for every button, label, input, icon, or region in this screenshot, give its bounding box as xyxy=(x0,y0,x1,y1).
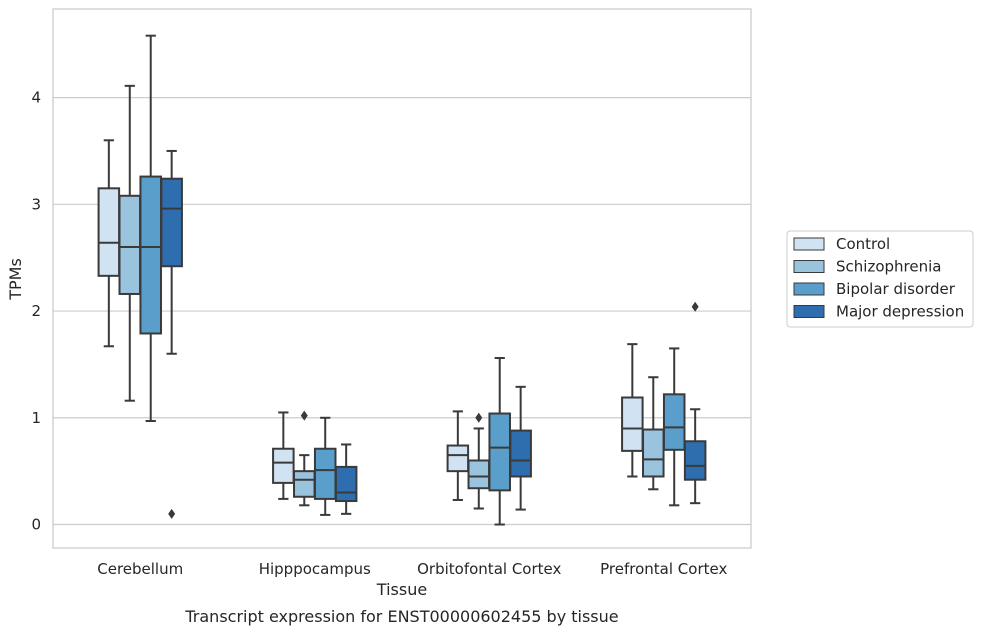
box xyxy=(467,459,491,490)
y-tick-label: 4 xyxy=(31,89,41,107)
legend-label: Control xyxy=(836,235,890,253)
box xyxy=(446,444,470,473)
box xyxy=(662,393,686,451)
y-tick-labels: 0 1 2 3 4 xyxy=(31,89,41,534)
legend-entry: Control xyxy=(793,235,890,253)
outlier-point xyxy=(691,301,699,312)
box xyxy=(621,396,644,452)
x-tick-label: Prefrontal Cortex xyxy=(600,560,727,578)
box xyxy=(97,187,121,277)
box-plot xyxy=(509,385,532,511)
box-series xyxy=(97,34,707,526)
y-tick-label: 3 xyxy=(31,195,41,213)
box xyxy=(160,177,183,268)
y-axis-label: TPMs xyxy=(6,258,25,301)
box-plot xyxy=(642,376,665,491)
legend-frame xyxy=(786,230,974,328)
legend-label: Schizophrenia xyxy=(836,258,941,276)
box xyxy=(139,175,162,335)
legend-swatch xyxy=(793,237,825,251)
legend-label: Major depression xyxy=(836,303,964,321)
legend-entry: Major depression xyxy=(793,303,964,321)
legend-swatch xyxy=(793,282,825,296)
box-plot xyxy=(662,347,686,507)
box xyxy=(334,465,358,503)
chart-caption: Transcript expression for ENST0000060245… xyxy=(184,607,618,626)
legend-swatch xyxy=(793,305,825,318)
box xyxy=(509,429,532,478)
box xyxy=(488,412,511,492)
plot-frame xyxy=(52,8,752,549)
box xyxy=(642,428,665,478)
x-tick-label: Cerebellum xyxy=(97,560,183,578)
box xyxy=(313,447,337,500)
outlier-point xyxy=(300,410,308,421)
box-plot xyxy=(272,411,295,500)
box xyxy=(293,470,316,498)
box-plot xyxy=(446,410,470,501)
y-tick-label: 0 xyxy=(31,516,41,534)
legend: Control Schizophrenia Bipolar disorder Majo… xyxy=(786,230,974,328)
y-tick-label: 2 xyxy=(31,302,41,320)
y-tick-label: 1 xyxy=(31,409,41,427)
box-plot xyxy=(683,301,707,505)
legend-label: Bipolar disorder xyxy=(836,280,956,298)
legend-swatch xyxy=(793,260,825,273)
legend-entry: Schizophrenia xyxy=(793,258,941,276)
box xyxy=(272,447,295,484)
box xyxy=(683,440,707,481)
box-plot xyxy=(334,443,358,515)
box-plot xyxy=(467,412,491,510)
x-axis-label: Tissue xyxy=(376,580,427,599)
outlier-point xyxy=(475,412,483,423)
x-tick-labels: Cerebellum Hipppocampus Orbitofontal Corte… xyxy=(97,560,727,578)
box-plot xyxy=(488,357,511,526)
x-tick-label: Hipppocampus xyxy=(259,560,371,578)
box xyxy=(118,194,142,295)
box-plot xyxy=(97,139,121,348)
box-plot xyxy=(621,343,644,478)
legend-entry: Bipolar disorder xyxy=(793,280,956,298)
plot-area xyxy=(53,9,751,548)
x-tick-label: Orbitofontal Cortex xyxy=(417,560,561,578)
outlier-point xyxy=(168,508,176,519)
box-plot xyxy=(160,149,183,519)
